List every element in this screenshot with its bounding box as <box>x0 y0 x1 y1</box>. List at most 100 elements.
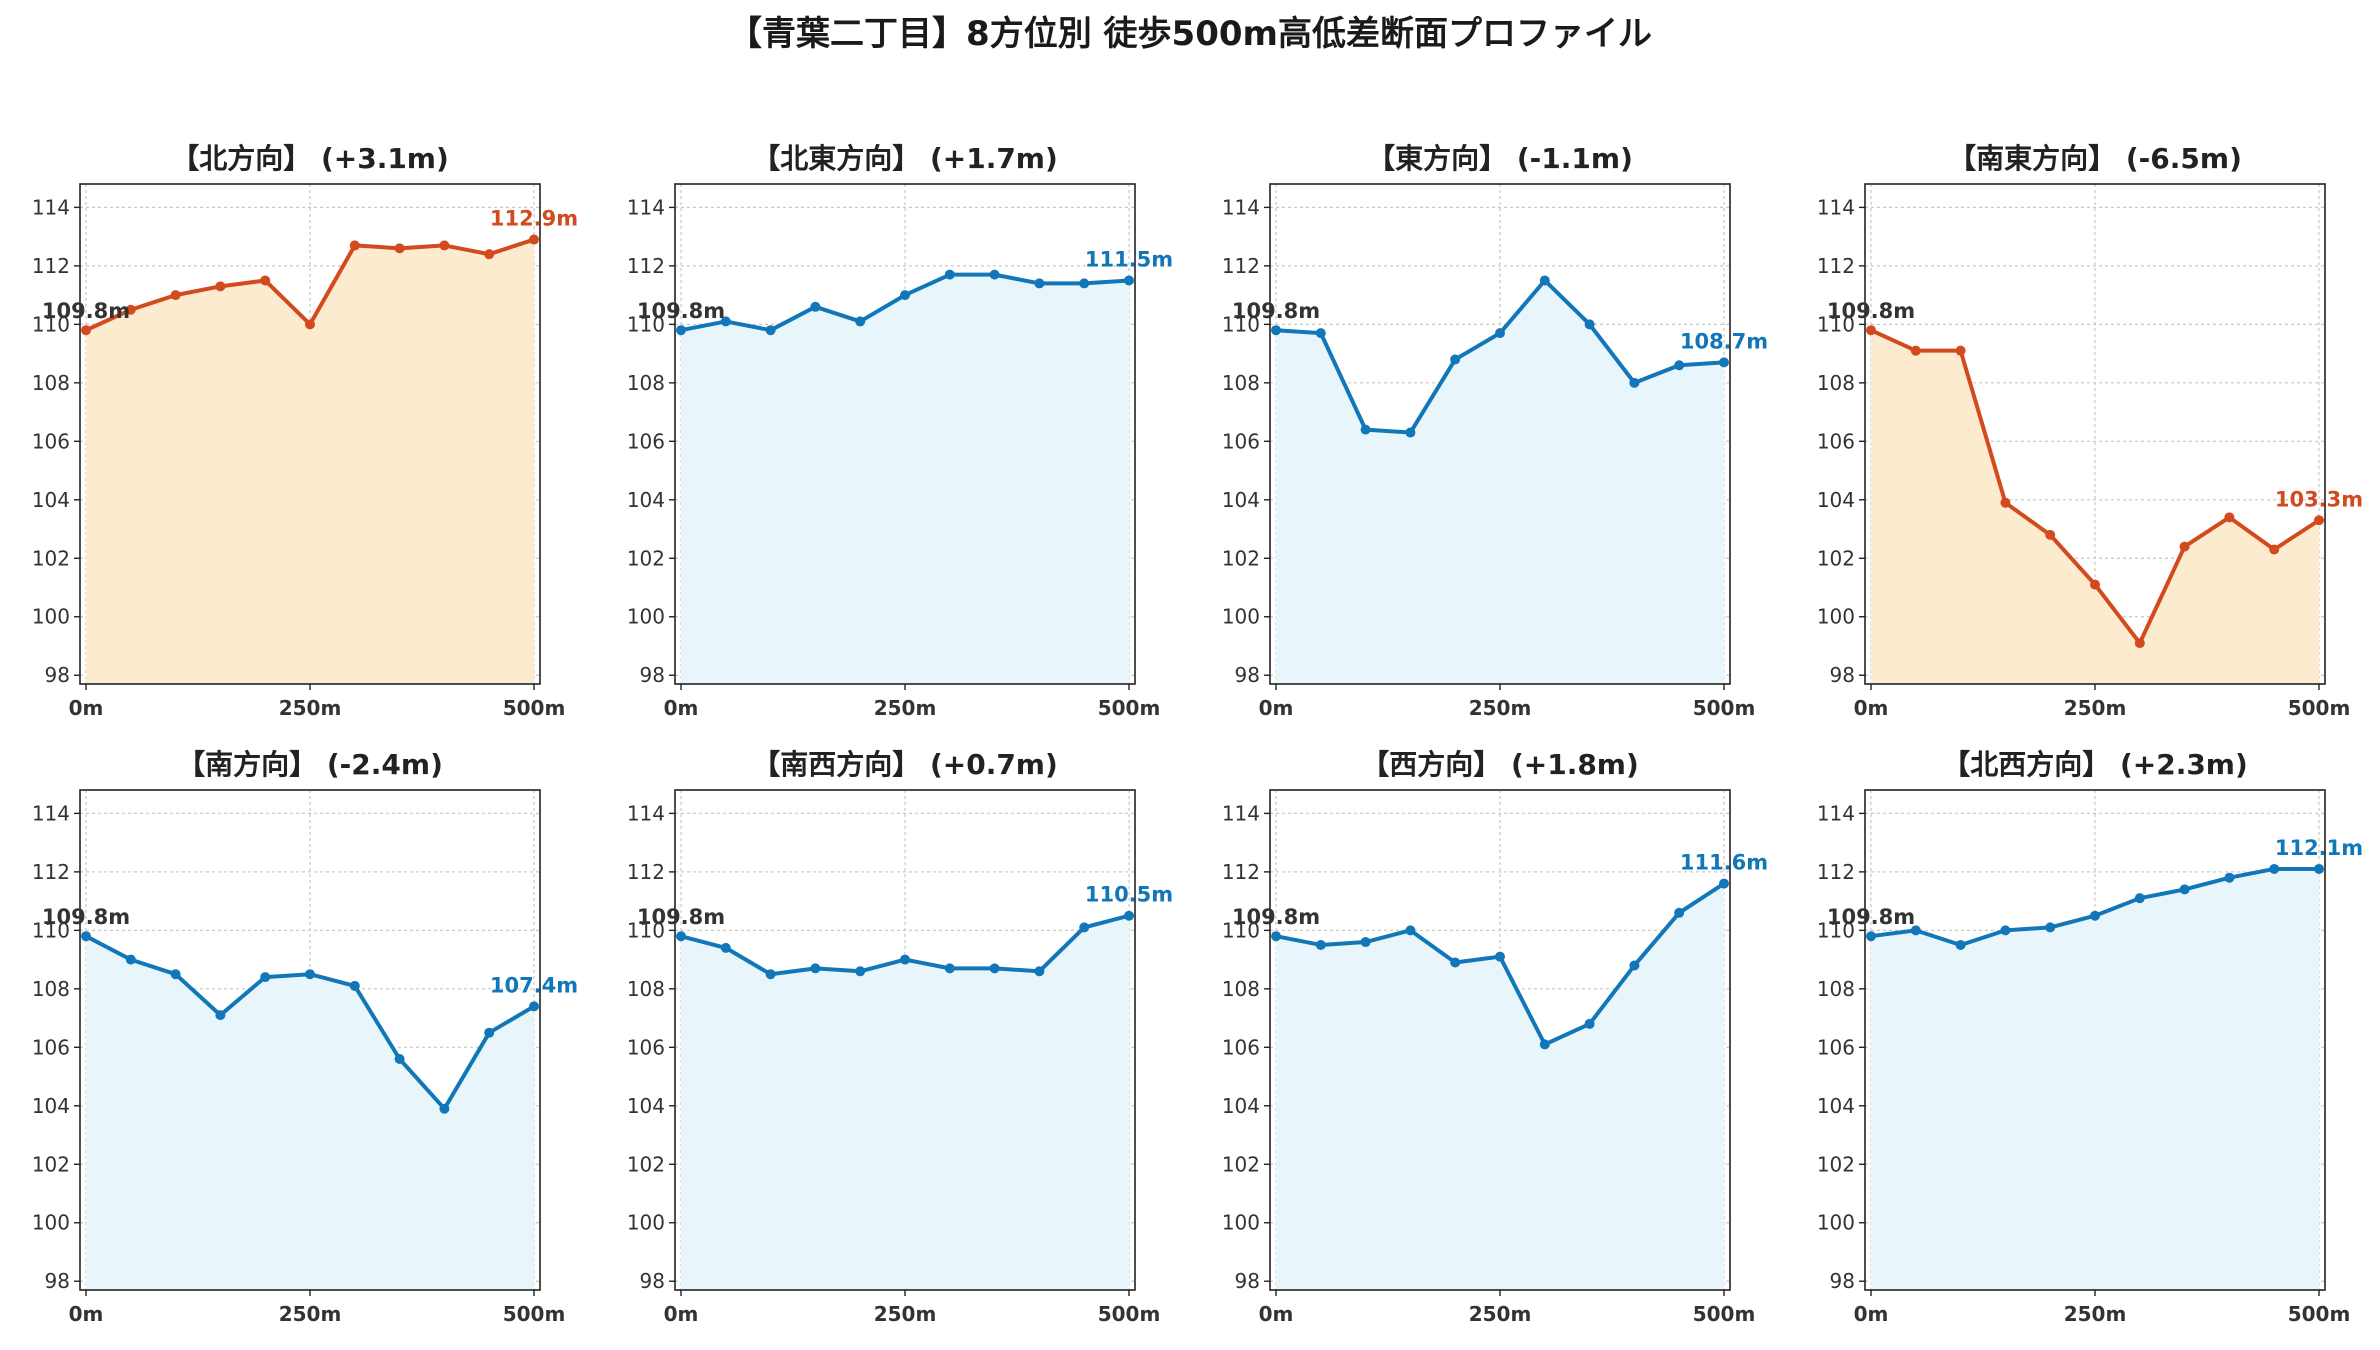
data-point <box>1955 345 1966 356</box>
x-tick-label: 500m <box>1098 696 1161 720</box>
y-tick-label: 104 <box>1222 488 1260 512</box>
y-tick-label: 108 <box>32 371 70 395</box>
end-elevation-label: 110.5m <box>1085 883 1173 907</box>
y-tick-label: 98 <box>45 1269 70 1293</box>
data-point <box>170 290 181 301</box>
y-tick-label: 98 <box>1235 663 1260 687</box>
data-point <box>810 963 821 974</box>
data-point <box>484 249 495 260</box>
y-tick-label: 104 <box>32 1094 70 1118</box>
data-point <box>394 243 405 254</box>
y-tick-label: 108 <box>1222 977 1260 1001</box>
x-tick-label: 500m <box>503 696 566 720</box>
data-point <box>1271 931 1281 942</box>
data-point <box>349 240 360 251</box>
start-elevation-label: 109.8m <box>637 905 725 929</box>
start-elevation-label: 109.8m <box>1232 299 1320 323</box>
elevation-area <box>1276 883 1724 1290</box>
data-point <box>765 969 776 980</box>
elevation-panel-3: 【東方向】 (-1.1m) 98 100 102 104 106 108 110 112 114 0… <box>1222 142 1768 720</box>
x-tick-label: 500m <box>1098 1302 1161 1326</box>
data-point <box>1584 1018 1595 1029</box>
y-tick-label: 104 <box>1222 1094 1260 1118</box>
data-point <box>305 319 315 330</box>
y-tick-label: 110 <box>627 918 665 942</box>
data-point <box>2224 512 2235 523</box>
data-point <box>900 290 910 301</box>
x-tick-label: 0m <box>664 1302 699 1326</box>
end-elevation-label: 112.1m <box>2275 836 2363 860</box>
y-tick-label: 100 <box>627 605 665 629</box>
x-tick-label: 0m <box>664 696 699 720</box>
elevation-area <box>681 915 1129 1290</box>
end-elevation-label: 108.7m <box>1680 329 1768 353</box>
elevation-panel-7: 【西方向】 (+1.8m) 98 100 102 104 106 108 110 112 114 0… <box>1222 748 1768 1326</box>
data-point <box>349 980 360 991</box>
data-point <box>170 969 181 980</box>
elevation-panel-8: 【北西方向】 (+2.3m) 98 100 102 104 106 108 110 112 114… <box>1817 748 2363 1326</box>
y-tick-label: 102 <box>1817 1152 1855 1176</box>
end-elevation-label: 107.4m <box>490 973 578 997</box>
data-point <box>305 969 315 980</box>
start-elevation-label: 109.8m <box>637 299 725 323</box>
x-tick-label: 250m <box>1469 1302 1532 1326</box>
y-tick-label: 108 <box>1222 371 1260 395</box>
x-tick-label: 0m <box>1259 1302 1294 1326</box>
data-point <box>2090 910 2100 921</box>
data-point <box>989 963 1000 974</box>
y-tick-label: 104 <box>627 1094 665 1118</box>
start-elevation-label: 109.8m <box>42 905 130 929</box>
y-tick-label: 100 <box>627 1211 665 1235</box>
data-point <box>529 234 539 245</box>
data-point <box>2045 529 2056 540</box>
data-point <box>720 316 731 327</box>
data-point <box>1719 878 1729 889</box>
y-tick-label: 100 <box>32 1211 70 1235</box>
y-tick-label: 100 <box>32 605 70 629</box>
elevation-panel-2: 【北東方向】 (+1.7m) 98 100 102 104 106 108 110 112 114… <box>627 142 1173 720</box>
data-point <box>2090 579 2100 590</box>
y-tick-label: 114 <box>1222 801 1260 825</box>
panel-title: 【東方向】 (-1.1m) <box>1367 142 1633 175</box>
y-tick-label: 98 <box>1830 1269 1855 1293</box>
panel-title: 【北西方向】 (+2.3m) <box>1942 748 2248 781</box>
data-point <box>989 269 1000 280</box>
y-tick-label: 114 <box>627 801 665 825</box>
data-point <box>2179 541 2190 552</box>
x-tick-label: 0m <box>69 1302 104 1326</box>
y-tick-label: 106 <box>1222 1035 1260 1059</box>
y-tick-label: 114 <box>1817 195 1855 219</box>
y-tick-label: 110 <box>32 312 70 336</box>
panel-title: 【南西方向】 (+0.7m) <box>752 748 1058 781</box>
y-tick-label: 106 <box>32 429 70 453</box>
data-point <box>1315 328 1326 339</box>
data-point <box>1955 939 1966 950</box>
y-tick-label: 114 <box>1817 801 1855 825</box>
x-tick-label: 500m <box>1693 1302 1756 1326</box>
data-point <box>394 1054 405 1065</box>
data-point <box>125 304 136 315</box>
data-point <box>1866 931 1876 942</box>
y-tick-label: 106 <box>627 1035 665 1059</box>
data-point <box>810 301 821 312</box>
y-tick-label: 102 <box>1817 546 1855 570</box>
data-point <box>1124 910 1134 921</box>
data-point <box>1495 328 1505 339</box>
data-point <box>944 269 955 280</box>
y-tick-label: 112 <box>627 254 665 278</box>
data-point <box>855 316 866 327</box>
data-point <box>260 275 271 286</box>
data-point <box>1360 424 1371 435</box>
y-tick-label: 110 <box>1817 918 1855 942</box>
panel-title: 【南方向】 (-2.4m) <box>177 748 443 781</box>
y-tick-label: 114 <box>1222 195 1260 219</box>
y-tick-label: 114 <box>32 801 70 825</box>
data-point <box>1629 377 1640 388</box>
end-elevation-label: 112.9m <box>490 207 578 231</box>
data-point <box>260 972 271 983</box>
data-point <box>1034 278 1045 289</box>
data-point <box>1674 360 1685 371</box>
data-point <box>1271 325 1281 336</box>
elevation-panel-6: 【南西方向】 (+0.7m) 98 100 102 104 106 108 110 112 114… <box>627 748 1173 1326</box>
